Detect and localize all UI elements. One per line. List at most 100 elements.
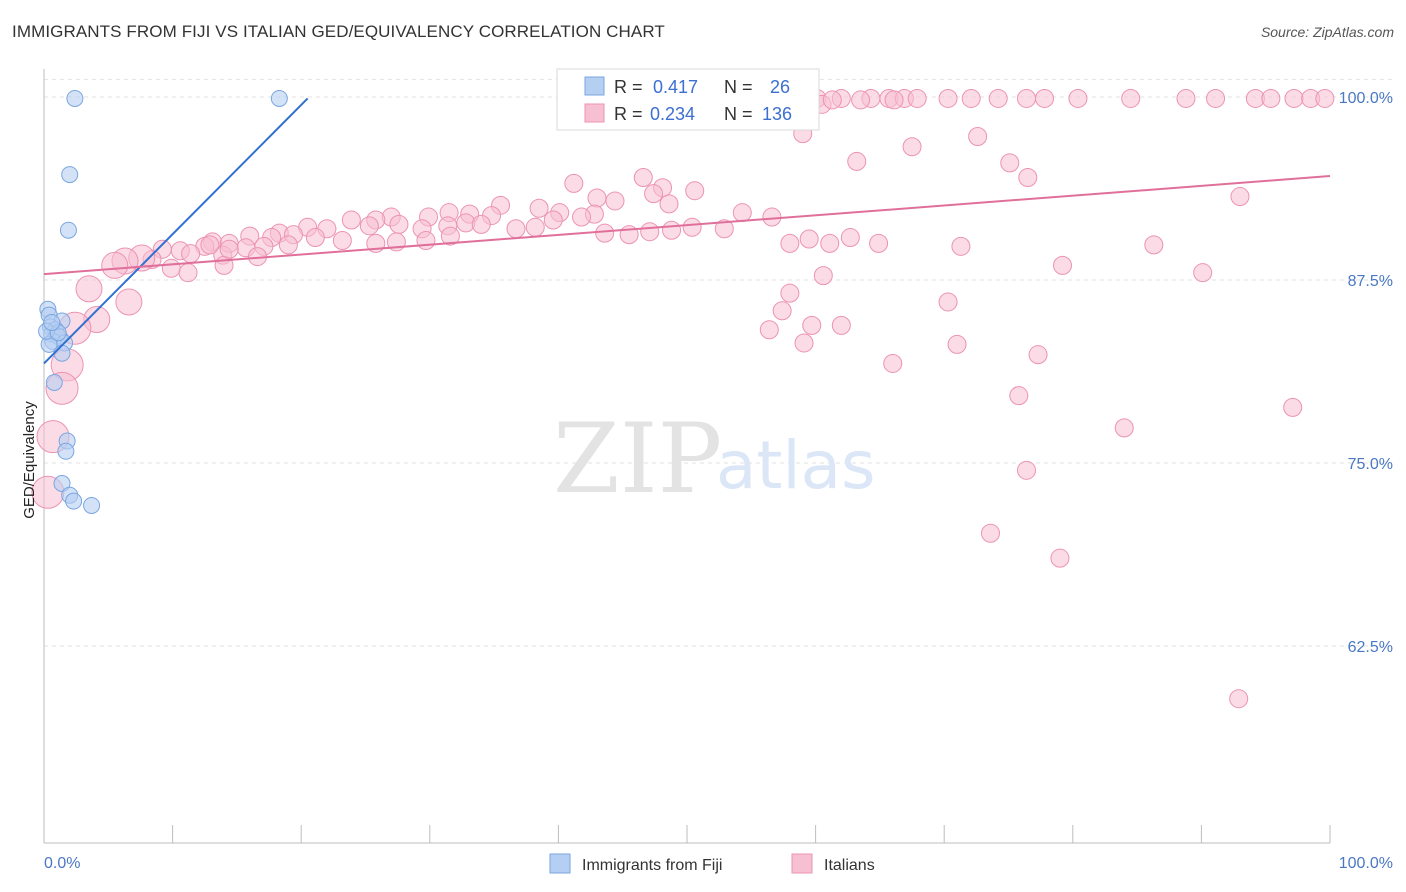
- italians-point: [1017, 88, 1037, 108]
- italians-point: [1017, 460, 1037, 480]
- italians-point: [772, 301, 792, 321]
- italians-points: [31, 88, 1335, 709]
- legend-italians-swatch: [791, 853, 813, 874]
- italians-point: [1144, 235, 1164, 255]
- italians-point: [980, 523, 1000, 543]
- fiji-point: [83, 496, 101, 514]
- italians-point: [1229, 689, 1249, 709]
- italians-point: [1230, 187, 1250, 207]
- fiji-point: [270, 89, 288, 107]
- legend: Immigrants from Fiji Italians: [549, 853, 875, 874]
- x-tick-label-max: 100.0%: [1339, 855, 1393, 872]
- italians-point: [1284, 88, 1304, 108]
- italians-point: [884, 90, 904, 110]
- italians-point: [685, 181, 705, 201]
- italians-point: [902, 137, 922, 157]
- y-tick-label: 75.0%: [1348, 456, 1393, 473]
- italians-point: [181, 244, 201, 264]
- italians-point: [802, 315, 822, 335]
- italians-point: [359, 216, 379, 236]
- italians-n-label: N =: [724, 104, 753, 124]
- italians-point: [831, 315, 851, 335]
- source-label: Source: ZipAtlas.com: [1260, 24, 1394, 40]
- italians-r-value: 0.234: [650, 104, 695, 124]
- italians-point: [714, 219, 734, 239]
- italians-point: [1000, 153, 1020, 173]
- italians-point: [1114, 418, 1134, 438]
- italians-point: [543, 210, 563, 230]
- italians-point: [883, 353, 903, 373]
- italians-point: [506, 219, 526, 239]
- fiji-point: [61, 166, 79, 184]
- italians-point: [572, 207, 592, 227]
- italians-point: [1193, 263, 1213, 283]
- italians-point: [595, 223, 615, 243]
- italians-point: [847, 151, 867, 171]
- italians-point: [587, 188, 607, 208]
- y-tick-labels: 62.5% 75.0% 87.5% 100.0%: [1339, 90, 1393, 656]
- italians-point: [1009, 386, 1029, 406]
- italians-point: [525, 217, 545, 237]
- fiji-point: [66, 89, 84, 107]
- fiji-point: [45, 373, 63, 391]
- watermark: ZIP atlas: [553, 403, 876, 515]
- stats-box: R = 0.417 N = 26 R = 0.234 N = 136: [556, 68, 820, 131]
- italians-point: [682, 217, 702, 237]
- italians-point: [794, 333, 814, 353]
- italians-point: [278, 235, 298, 255]
- italians-point: [564, 173, 584, 193]
- italians-r-label: R =: [614, 104, 643, 124]
- italians-point: [416, 230, 436, 250]
- italians-point: [644, 184, 664, 204]
- italians-point: [75, 275, 103, 303]
- italians-point: [938, 88, 958, 108]
- watermark-zip: ZIP: [553, 403, 722, 515]
- fiji-point: [57, 442, 75, 460]
- italians-point: [640, 222, 660, 242]
- italians-point: [820, 233, 840, 253]
- italians-point: [332, 230, 352, 250]
- italians-point: [1018, 168, 1038, 188]
- y-tick-label: 100.0%: [1339, 90, 1393, 107]
- italians-point: [822, 90, 842, 110]
- legend-fiji-label: Immigrants from Fiji: [582, 857, 722, 874]
- italians-point: [1028, 345, 1048, 365]
- y-tick-label: 87.5%: [1348, 273, 1393, 290]
- italians-point: [762, 207, 782, 227]
- italians-point: [988, 88, 1008, 108]
- italians-point: [1283, 397, 1303, 417]
- italians-n-value: 136: [762, 104, 792, 124]
- italians-point: [780, 283, 800, 303]
- italians-point: [947, 334, 967, 354]
- italians-point: [440, 226, 460, 246]
- y-tick-label: 62.5%: [1348, 639, 1393, 656]
- italians-point: [1121, 88, 1141, 108]
- fiji-point: [59, 221, 77, 239]
- italians-point: [951, 236, 971, 256]
- italians-point: [633, 168, 653, 188]
- italians-point: [1050, 548, 1070, 568]
- chart-title: IMMIGRANTS FROM FIJI VS ITALIAN GED/EQUI…: [12, 22, 665, 41]
- italians-point: [219, 239, 239, 259]
- y-axis-label: GED/Equivalency: [21, 401, 38, 519]
- italians-point: [471, 214, 491, 234]
- italians-point: [732, 203, 752, 223]
- watermark-atlas: atlas: [716, 427, 876, 504]
- gridlines: [44, 78, 1393, 647]
- italians-point: [869, 233, 889, 253]
- italians-swatch: [584, 103, 605, 123]
- italians-point: [851, 90, 871, 110]
- italians-point: [389, 214, 409, 234]
- italians-point: [605, 191, 625, 211]
- italians-point: [780, 233, 800, 253]
- fiji-points: [38, 89, 288, 514]
- fiji-n-value: 26: [770, 77, 790, 97]
- italians-point: [759, 320, 779, 340]
- italians-point: [1035, 88, 1055, 108]
- italians-point: [813, 266, 833, 286]
- italians-point: [659, 194, 679, 214]
- fiji-r-label: R =: [614, 77, 643, 97]
- axes: [43, 69, 1331, 844]
- italians-point: [1315, 88, 1335, 108]
